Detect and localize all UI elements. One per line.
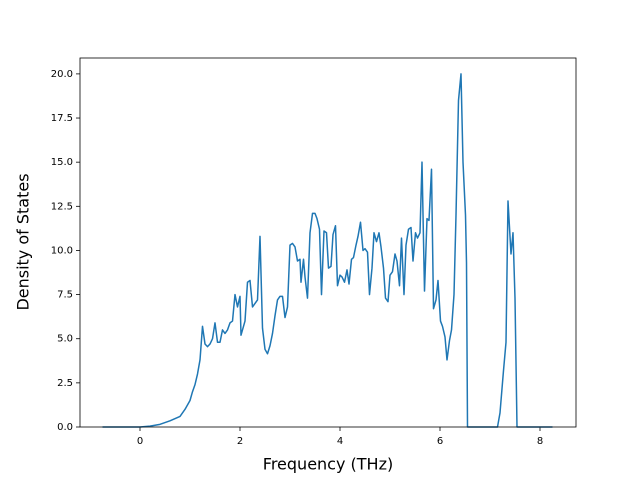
dos-line (102, 73, 553, 428)
y-tick-label: 7.5 (57, 290, 73, 301)
x-axis-label: Frequency (THz) (263, 455, 393, 474)
x-tick-label: 2 (237, 436, 243, 447)
y-tick-label: 2.5 (57, 378, 73, 389)
y-tick-label: 12.5 (51, 201, 73, 212)
y-tick-label: 5.0 (57, 334, 73, 345)
x-tick-label: 6 (437, 436, 443, 447)
y-tick-label: 17.5 (51, 113, 73, 124)
x-tick-label: 8 (537, 436, 543, 447)
y-tick-label: 20.0 (51, 69, 73, 80)
x-tick-label: 4 (337, 436, 343, 447)
y-tick-label: 0.0 (57, 422, 73, 433)
axes-frame (79, 57, 577, 428)
x-tick-label: 0 (137, 436, 143, 447)
y-axis-label: Density of States (14, 173, 33, 310)
y-tick-label: 15.0 (51, 157, 73, 168)
y-tick-label: 10.0 (51, 245, 73, 256)
